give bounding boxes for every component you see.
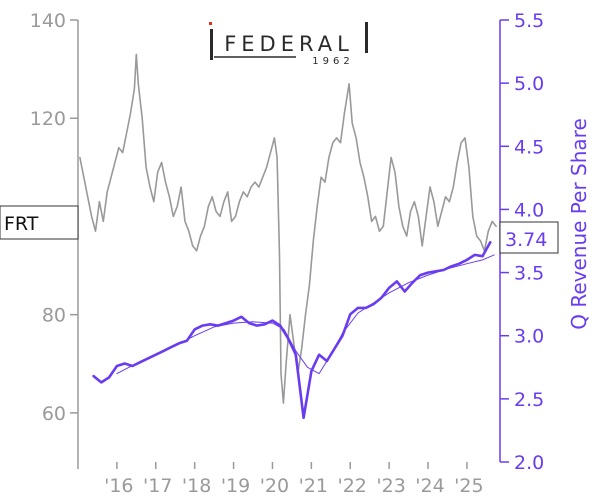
x-tick-label: '24: [415, 475, 444, 497]
price-line: [79, 53, 497, 404]
right-tick-label: 3.5: [514, 263, 544, 285]
x-tick-label: '17: [143, 475, 172, 497]
logo-year: 1962: [312, 56, 353, 67]
x-tick-label: '25: [454, 475, 483, 497]
x-tick-label: '23: [376, 475, 405, 497]
right-tick-label: 4.0: [514, 199, 544, 221]
right-tick-label: 5.5: [514, 10, 544, 32]
logo-wordmark: FEDERAL: [224, 32, 354, 56]
axes: 60801001201402.02.53.03.54.04.55.05.5'16…: [30, 10, 544, 497]
logo-left-bar: [210, 29, 213, 60]
right-axis-label: Q Revenue Per Share: [567, 118, 591, 330]
left-tick-label: 60: [42, 403, 66, 425]
x-tick-label: '18: [182, 475, 211, 497]
right-tick-label: 4.5: [514, 136, 544, 158]
right-tick-label: 5.0: [514, 73, 544, 95]
x-tick-label: '21: [299, 475, 328, 497]
x-tick-label: '20: [260, 475, 289, 497]
right-tick-label: 2.5: [514, 389, 544, 411]
right-tick-label: 2.0: [514, 452, 544, 474]
left-tick-label: 120: [30, 108, 66, 130]
left-tick-label: 80: [42, 305, 66, 327]
ticker-box: FRT: [0, 205, 79, 240]
logo-red-dot: [209, 22, 212, 25]
ticker-label: FRT: [4, 213, 39, 235]
last-value-box: 3.74: [499, 221, 559, 254]
x-tick-label: '19: [221, 475, 250, 497]
left-tick-label: 140: [30, 10, 66, 32]
logo-right-bar: [365, 22, 368, 53]
federal-logo: FEDERAL 1962: [209, 22, 368, 67]
x-tick-label: '16: [104, 475, 133, 497]
last-value-frame: [499, 221, 559, 254]
right-tick-label: 3.0: [514, 326, 544, 348]
ticker-box-frame: [0, 205, 79, 240]
revenue_trend-line: [116, 254, 495, 375]
last-value-label: 3.74: [505, 229, 547, 251]
series-group: [79, 53, 497, 420]
x-tick-label: '22: [337, 475, 366, 497]
